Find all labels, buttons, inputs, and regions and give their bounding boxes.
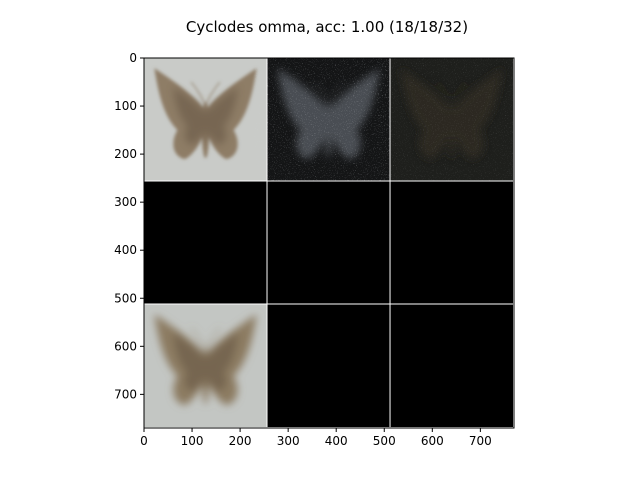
image-tile-r2c2: [390, 304, 514, 428]
image-tile-r1c1: [267, 181, 391, 305]
tile-background: [390, 181, 514, 305]
tile-noise: [390, 58, 514, 182]
image-tile-r0c1: [267, 58, 391, 182]
x-tick-label: 0: [140, 434, 148, 448]
tile-background: [390, 304, 514, 428]
y-tick-label: 0: [129, 51, 137, 65]
axes-frame: [143, 57, 515, 429]
axes-spines: [143, 57, 515, 429]
plot-area: [144, 58, 514, 428]
x-tick-label: 400: [325, 434, 348, 448]
x-tick-label: 700: [469, 434, 492, 448]
image-tile-r2c1: [267, 304, 391, 428]
y-tick-label: 400: [114, 243, 137, 257]
x-tick-label: 500: [373, 434, 396, 448]
tile-noise: [267, 58, 391, 182]
image-tile-r0c2: [390, 58, 514, 182]
x-tick-label: 100: [181, 434, 204, 448]
tile-background: [267, 304, 391, 428]
tile-background: [144, 181, 268, 305]
y-tick-label: 700: [114, 387, 137, 401]
y-tick-label: 200: [114, 147, 137, 161]
image-tile-r1c0: [144, 181, 268, 305]
image-tile-r0c0: [144, 58, 268, 182]
x-tick-label: 300: [277, 434, 300, 448]
y-tick-label: 600: [114, 339, 137, 353]
y-tick-label: 100: [114, 99, 137, 113]
y-tick-label: 500: [114, 291, 137, 305]
y-axis: 0 100 200 300 400 500 600 700: [114, 51, 144, 401]
image-tile-r2c0: [144, 304, 268, 428]
x-tick-label: 600: [421, 434, 444, 448]
image-tile-r1c2: [390, 181, 514, 305]
y-tick-label: 300: [114, 195, 137, 209]
tile-background: [267, 181, 391, 305]
chart-title: Cyclodes omma, acc: 1.00 (18/18/32): [186, 18, 468, 36]
x-tick-label: 200: [229, 434, 252, 448]
x-axis: 0 100 200 300 400 500 600 700: [140, 428, 492, 448]
